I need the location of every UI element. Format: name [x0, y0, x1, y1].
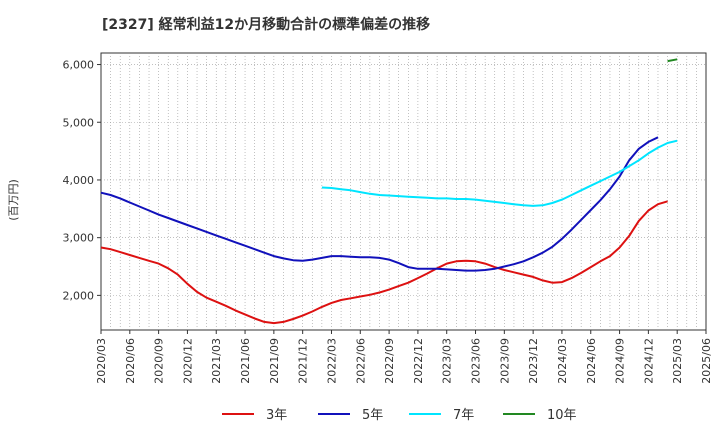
legend-label: 3年 [266, 408, 287, 423]
y-tick-label: 3,000 [63, 232, 95, 245]
y-tick-label: 5,000 [63, 116, 95, 129]
x-tick-label: 2021/06 [239, 338, 252, 384]
y-axis-label: (百万円) [7, 179, 20, 221]
x-tick-label: 2021/09 [268, 338, 281, 384]
series-line-5年 [100, 136, 659, 272]
chart-title: [2327] 経常利益12か月移動合計の標準偏差の推移 [102, 16, 430, 33]
y-axis-ticks: 2,000 3,000 4,000 5,000 6,000 [63, 59, 101, 302]
x-tick-label: 2024/03 [556, 338, 569, 384]
x-tick-label: 2023/09 [498, 338, 511, 384]
x-tick-label: 2020/03 [95, 338, 108, 384]
legend-label: 10年 [547, 408, 577, 423]
x-tick-label: 2022/09 [383, 338, 396, 384]
x-tick-label: 2022/06 [354, 338, 367, 384]
series-line-10年 [667, 58, 678, 63]
x-tick-label: 2021/12 [297, 338, 310, 384]
x-tick-label: 2020/06 [124, 338, 137, 384]
y-tick-label: 2,000 [63, 289, 95, 302]
x-tick-label: 2021/03 [210, 338, 223, 384]
series-line-7年 [321, 139, 678, 207]
x-tick-label: 2020/12 [181, 338, 194, 384]
series-line-3年 [100, 200, 668, 325]
x-tick-label: 2023/12 [527, 338, 540, 384]
x-axis-ticks: 2020/03 2020/06 2020/09 2020/12 2021/03 2021/… [95, 330, 713, 384]
legend-label: 5年 [362, 408, 383, 423]
legend: 3年 5年 7年 10年 [222, 408, 577, 423]
y-tick-label: 6,000 [63, 59, 95, 72]
y-tick-label: 4,000 [63, 174, 95, 187]
x-tick-label: 2023/03 [441, 338, 454, 384]
x-tick-label: 2022/12 [412, 338, 425, 384]
x-tick-label: 2023/06 [470, 338, 483, 384]
x-tick-label: 2024/09 [614, 338, 627, 384]
legend-label: 7年 [453, 408, 474, 423]
x-tick-label: 2025/06 [700, 338, 713, 384]
x-tick-label: 2024/06 [585, 338, 598, 384]
x-tick-label: 2024/12 [642, 338, 655, 384]
x-tick-label: 2022/03 [325, 338, 338, 384]
x-tick-label: 2025/03 [671, 338, 684, 384]
grid-lines [101, 53, 706, 330]
x-tick-label: 2020/09 [153, 338, 166, 384]
series-lines [100, 58, 678, 325]
